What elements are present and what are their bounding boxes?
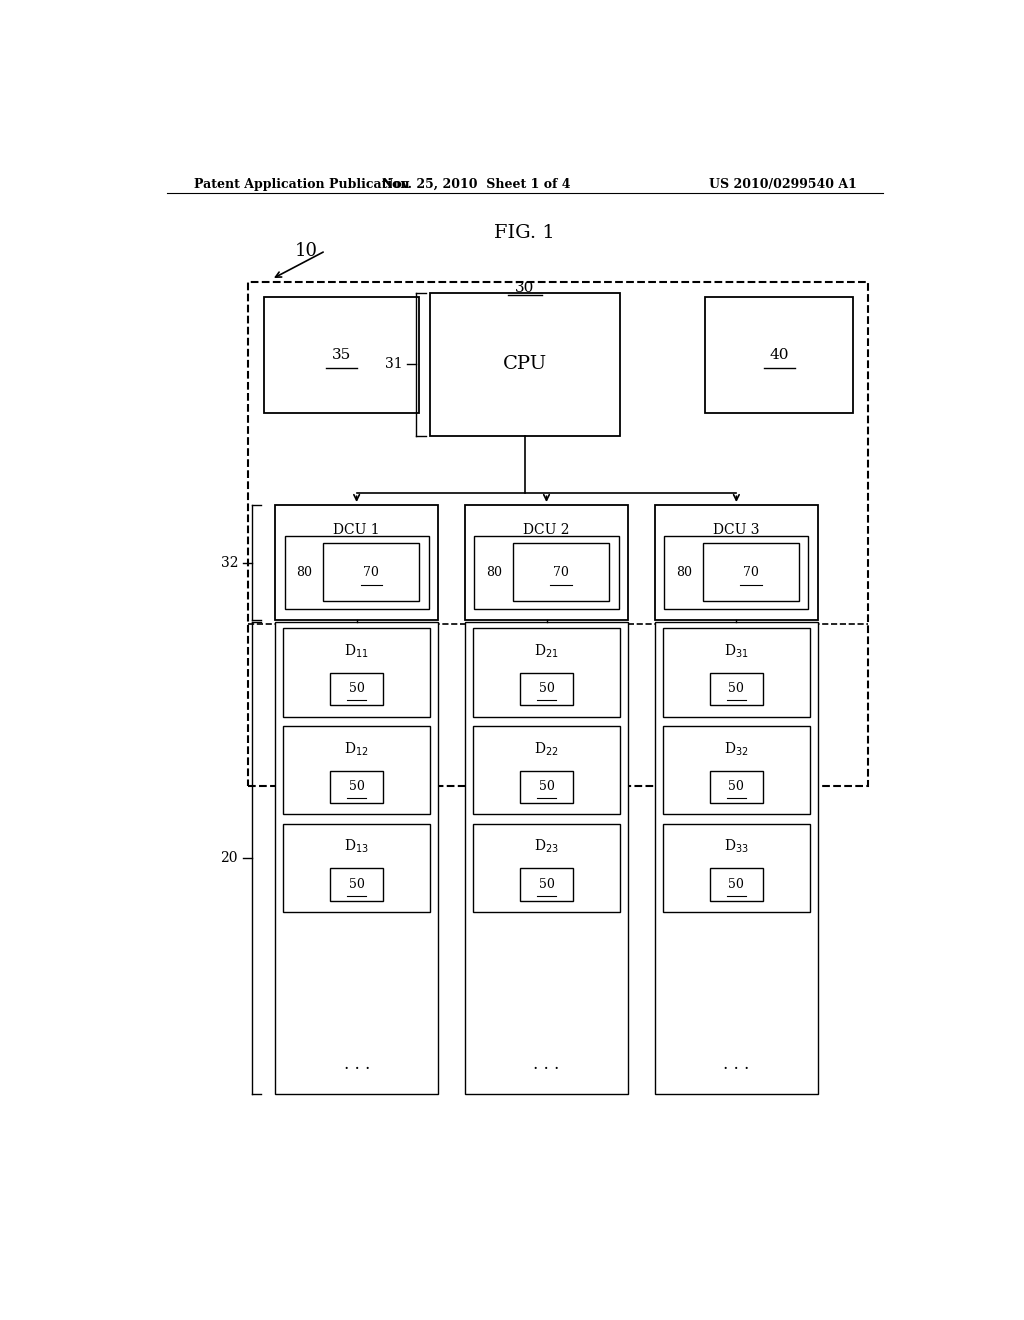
Text: 32: 32 [220, 556, 238, 570]
FancyBboxPatch shape [285, 536, 429, 609]
FancyBboxPatch shape [283, 824, 430, 912]
Text: 50: 50 [728, 878, 744, 891]
Text: DCU 2: DCU 2 [523, 523, 569, 536]
Text: D$_{11}$: D$_{11}$ [344, 643, 369, 660]
Text: 50: 50 [539, 878, 554, 891]
Text: 31: 31 [385, 358, 402, 371]
Text: . . .: . . . [534, 1056, 560, 1073]
FancyBboxPatch shape [513, 544, 609, 601]
Text: D$_{32}$: D$_{32}$ [724, 741, 749, 758]
Text: DCU 3: DCU 3 [713, 523, 760, 536]
FancyBboxPatch shape [710, 869, 763, 900]
Text: 50: 50 [349, 780, 365, 793]
FancyBboxPatch shape [275, 622, 438, 1094]
Text: 70: 70 [743, 566, 759, 578]
FancyBboxPatch shape [473, 726, 621, 814]
Text: 80: 80 [485, 566, 502, 578]
Text: 30: 30 [515, 281, 535, 294]
Text: 50: 50 [728, 682, 744, 696]
Text: D$_{23}$: D$_{23}$ [535, 838, 559, 855]
Text: . . .: . . . [343, 1056, 370, 1073]
FancyBboxPatch shape [324, 544, 420, 601]
Text: Patent Application Publication: Patent Application Publication [194, 178, 410, 190]
FancyBboxPatch shape [710, 673, 763, 705]
Text: DCU 1: DCU 1 [334, 523, 380, 536]
FancyBboxPatch shape [473, 824, 621, 912]
FancyBboxPatch shape [263, 297, 419, 413]
Text: D$_{33}$: D$_{33}$ [724, 838, 749, 855]
Text: 50: 50 [539, 780, 554, 793]
FancyBboxPatch shape [248, 281, 868, 785]
FancyBboxPatch shape [331, 771, 383, 803]
FancyBboxPatch shape [520, 869, 572, 900]
Text: D$_{21}$: D$_{21}$ [535, 643, 559, 660]
FancyBboxPatch shape [663, 726, 810, 814]
FancyBboxPatch shape [520, 673, 572, 705]
FancyBboxPatch shape [331, 869, 383, 900]
Text: D$_{12}$: D$_{12}$ [344, 741, 369, 758]
Text: 35: 35 [332, 347, 351, 362]
Text: 80: 80 [676, 566, 691, 578]
FancyBboxPatch shape [655, 622, 818, 1094]
Text: 10: 10 [295, 242, 317, 260]
Text: CPU: CPU [503, 355, 547, 374]
FancyBboxPatch shape [706, 297, 853, 413]
Text: 50: 50 [539, 682, 554, 696]
FancyBboxPatch shape [465, 622, 628, 1094]
Text: D$_{13}$: D$_{13}$ [344, 838, 369, 855]
FancyBboxPatch shape [430, 293, 621, 436]
FancyBboxPatch shape [663, 628, 810, 717]
FancyBboxPatch shape [520, 771, 572, 803]
FancyBboxPatch shape [283, 726, 430, 814]
Text: FIG. 1: FIG. 1 [495, 224, 555, 242]
FancyBboxPatch shape [663, 824, 810, 912]
Text: . . .: . . . [723, 1056, 750, 1073]
FancyBboxPatch shape [473, 628, 621, 717]
FancyBboxPatch shape [655, 506, 818, 620]
Text: D$_{31}$: D$_{31}$ [724, 643, 749, 660]
Text: 70: 70 [553, 566, 569, 578]
Text: D$_{22}$: D$_{22}$ [535, 741, 559, 758]
FancyBboxPatch shape [710, 771, 763, 803]
FancyBboxPatch shape [275, 506, 438, 620]
Text: Nov. 25, 2010  Sheet 1 of 4: Nov. 25, 2010 Sheet 1 of 4 [383, 178, 571, 190]
FancyBboxPatch shape [703, 544, 799, 601]
Text: 20: 20 [220, 851, 238, 865]
Text: 50: 50 [728, 780, 744, 793]
Text: US 2010/0299540 A1: US 2010/0299540 A1 [709, 178, 856, 190]
Text: 80: 80 [296, 566, 312, 578]
Text: 70: 70 [364, 566, 379, 578]
Text: 50: 50 [349, 878, 365, 891]
FancyBboxPatch shape [331, 673, 383, 705]
FancyBboxPatch shape [665, 536, 809, 609]
FancyBboxPatch shape [474, 536, 618, 609]
Text: 40: 40 [769, 347, 788, 362]
Text: 50: 50 [349, 682, 365, 696]
FancyBboxPatch shape [465, 506, 628, 620]
FancyBboxPatch shape [283, 628, 430, 717]
